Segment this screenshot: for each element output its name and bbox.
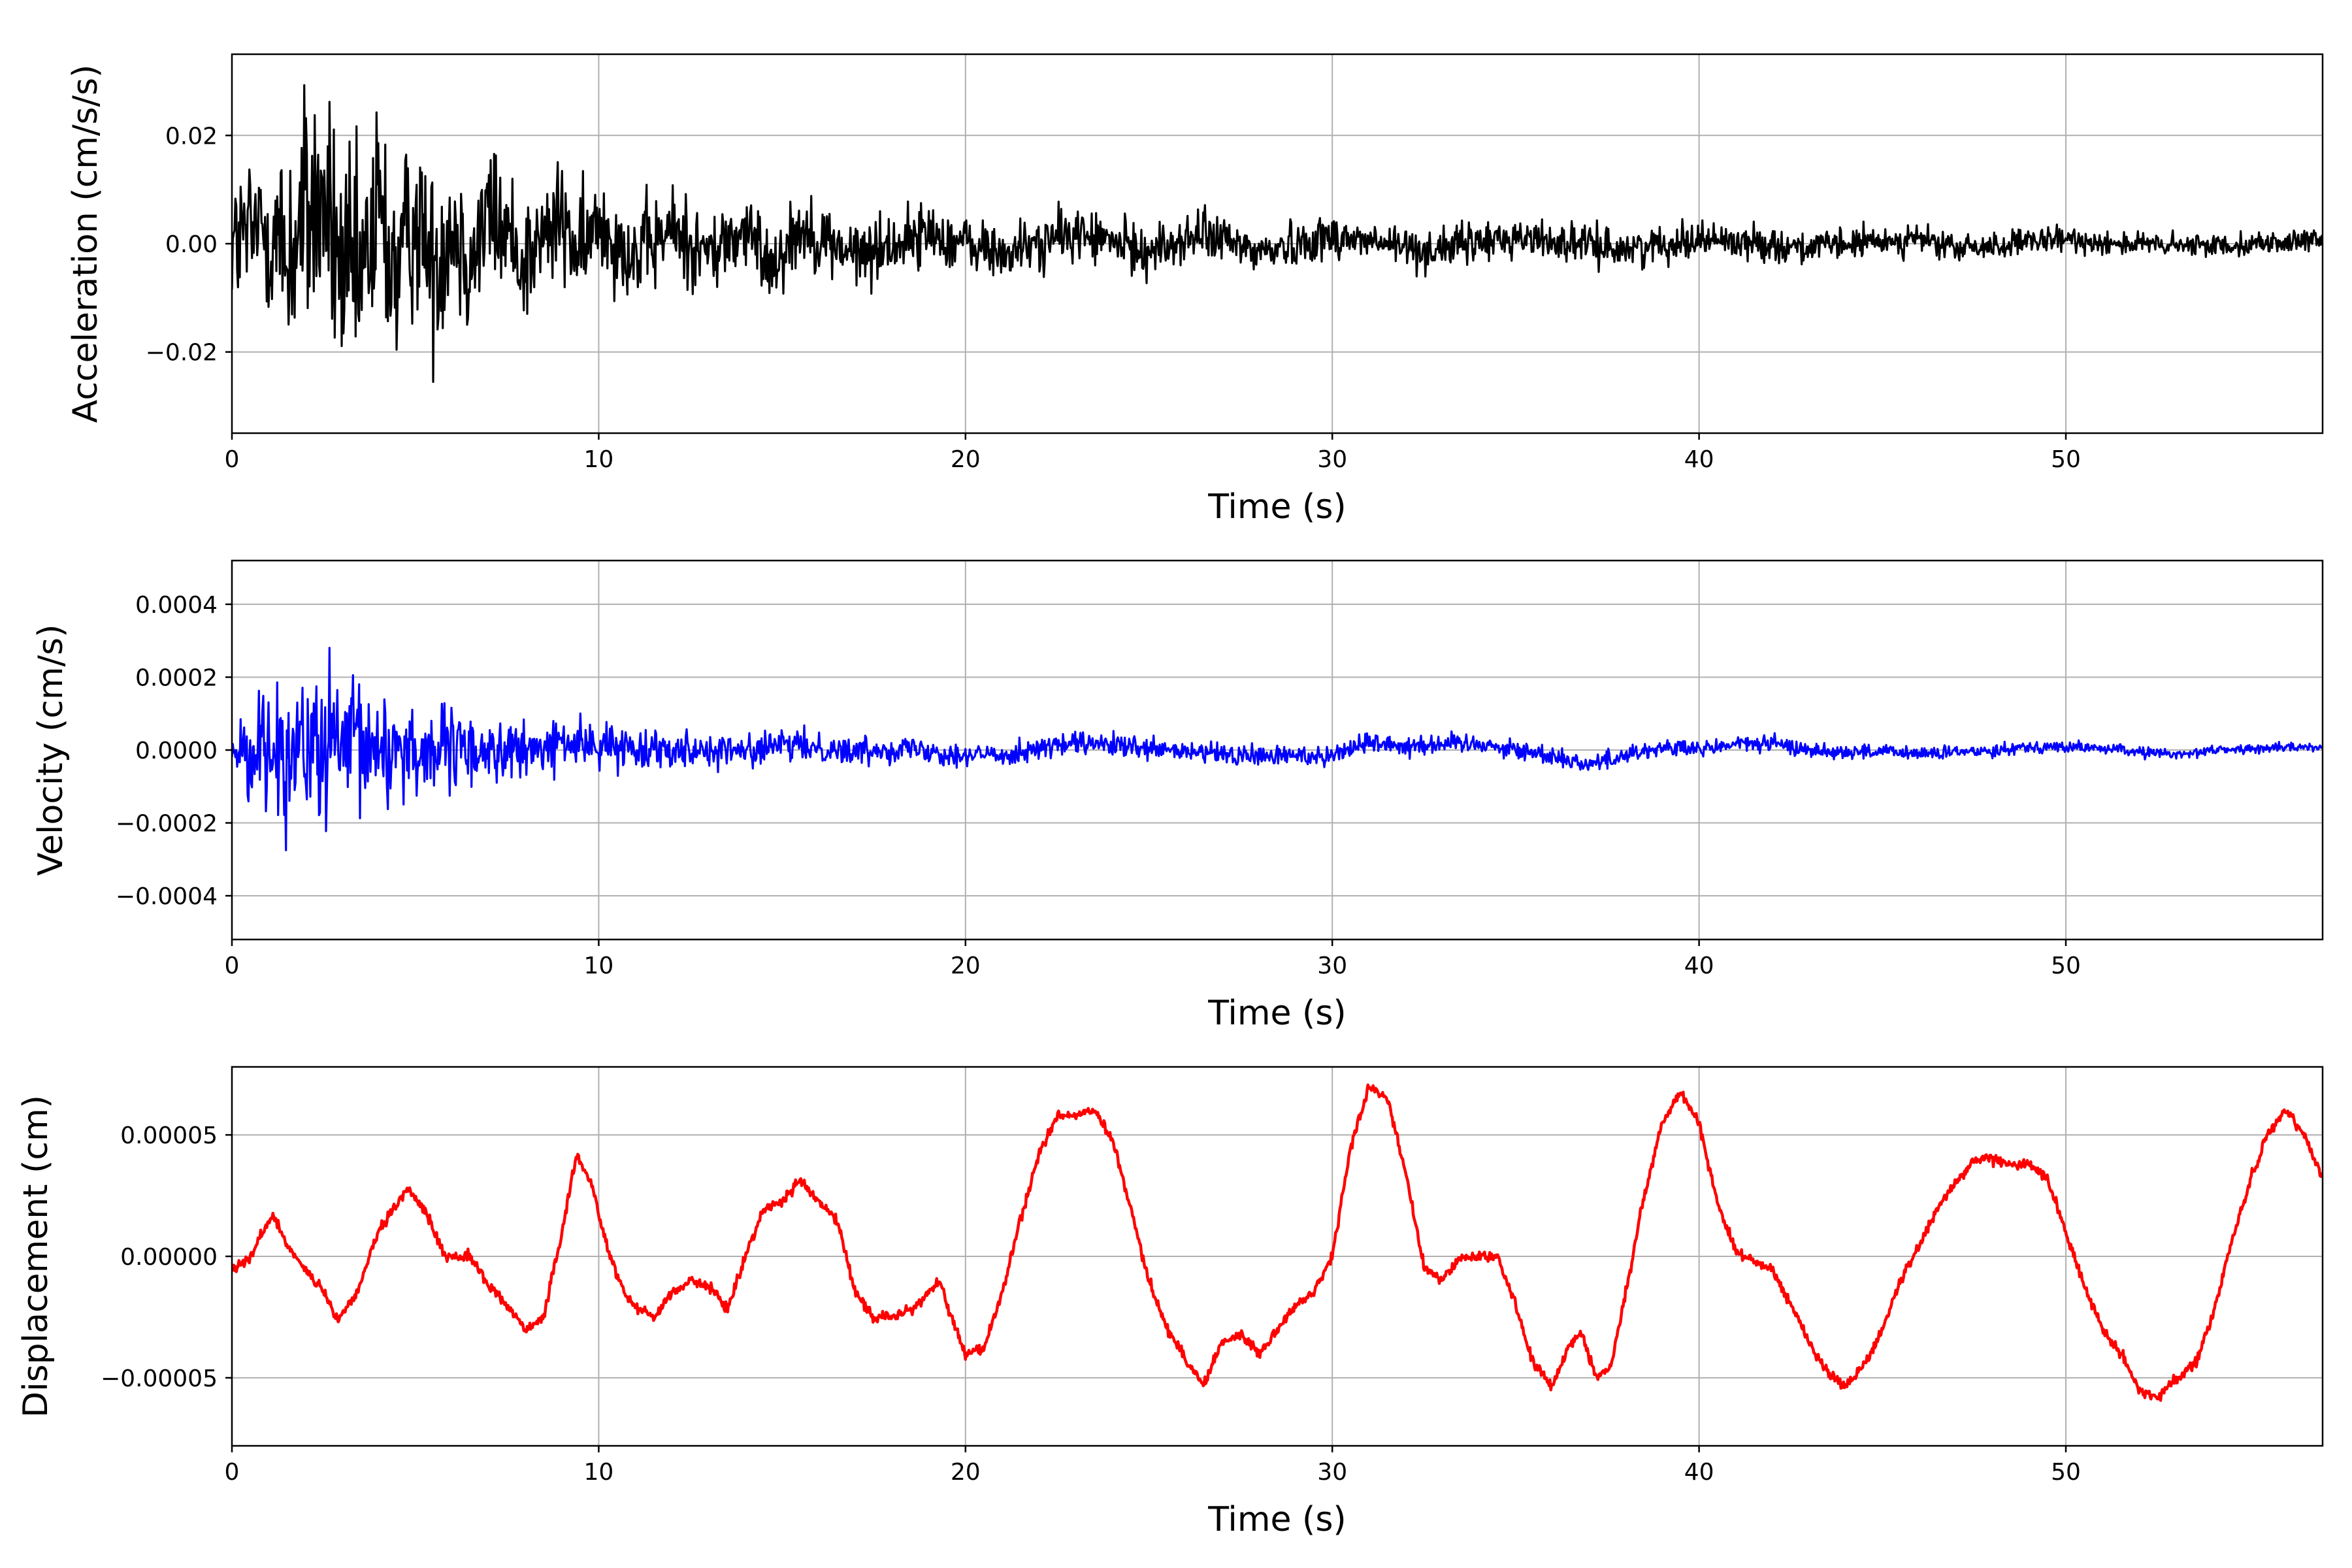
acceleration-ytick-label: −0.02 — [146, 340, 218, 367]
velocity-ytick-label: 0.0004 — [135, 592, 218, 619]
displacement-xtick-label: 50 — [2051, 1459, 2081, 1486]
displacement-xtick-label: 10 — [583, 1459, 613, 1486]
acceleration-series-line — [232, 84, 2323, 384]
velocity-ytick-label: 0.0000 — [135, 738, 218, 764]
displacement-ylabel: Displacement (cm) — [16, 1095, 56, 1418]
velocity-subplot: 0 10 20 30 40 50 −0.0004 −0.0002 0.0000 0.0002 0.0… — [31, 559, 2324, 1033]
velocity-xtick-label: 0 — [225, 953, 240, 979]
velocity-ytick-label: −0.0002 — [116, 811, 218, 838]
acceleration-xtick-label: 50 — [2051, 446, 2081, 473]
velocity-xtick-label: 40 — [1684, 953, 1714, 979]
displacement-ytick-label: 0.00005 — [120, 1122, 218, 1149]
displacement-ytick-label: −0.00005 — [101, 1365, 218, 1392]
acceleration-subplot: 0 10 20 30 40 50 −0.02 0.00 0.02 Acceleration (cm… — [66, 53, 2324, 527]
acceleration-xlabel: Time (s) — [1207, 487, 1346, 527]
velocity-xtick-label: 20 — [951, 953, 981, 979]
acceleration-xtick-label: 0 — [225, 446, 240, 473]
displacement-subplot: 0 10 20 30 40 50 −0.00005 0.00000 0.00005 Displac… — [16, 1066, 2324, 1539]
acceleration-ytick-label: 0.00 — [165, 231, 218, 258]
acceleration-xtick-label: 20 — [951, 446, 981, 473]
acceleration-ytick-label: 0.02 — [165, 123, 218, 150]
velocity-ytick-label: 0.0002 — [135, 664, 218, 691]
acceleration-ylabel: Acceleration (cm/s/s) — [66, 65, 105, 423]
displacement-xlabel: Time (s) — [1207, 1500, 1346, 1539]
acceleration-xtick-label: 30 — [1317, 446, 1347, 473]
velocity-xlabel: Time (s) — [1207, 994, 1346, 1033]
acceleration-xtick-label: 10 — [583, 446, 613, 473]
displacement-xtick-label: 20 — [951, 1459, 981, 1486]
velocity-xtick-label: 50 — [2051, 953, 2081, 979]
velocity-ytick-label: −0.0004 — [116, 883, 218, 910]
velocity-series-line — [232, 647, 2323, 852]
displacement-xtick-label: 40 — [1684, 1459, 1714, 1486]
displacement-ytick-label: 0.00000 — [120, 1244, 218, 1271]
displacement-xtick-label: 0 — [225, 1459, 240, 1486]
displacement-series-line — [232, 1083, 2323, 1402]
velocity-xtick-label: 30 — [1317, 953, 1347, 979]
displacement-xtick-label: 30 — [1317, 1459, 1347, 1486]
velocity-xtick-label: 10 — [583, 953, 613, 979]
velocity-ylabel: Velocity (cm/s) — [31, 625, 71, 876]
acceleration-xtick-label: 40 — [1684, 446, 1714, 473]
